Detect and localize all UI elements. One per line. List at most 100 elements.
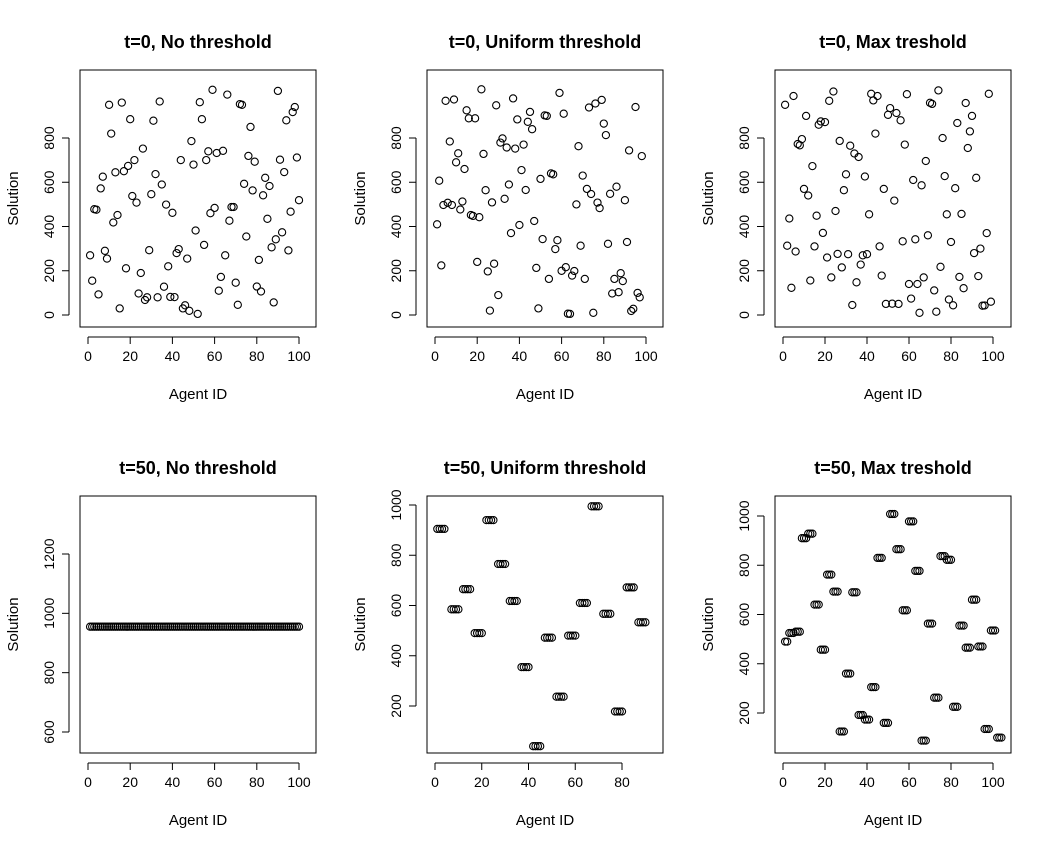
data-point: [858, 710, 867, 720]
data-point: [856, 260, 865, 269]
data-point: [785, 214, 794, 223]
data-point: [472, 628, 482, 638]
data-point: [810, 600, 819, 609]
y-tick-label: 800: [388, 543, 404, 567]
data-point: [633, 288, 642, 298]
data-point: [544, 274, 554, 284]
x-tick-label: 80: [943, 774, 959, 790]
data-point: [816, 117, 825, 126]
data-point: [248, 622, 257, 631]
data-point: [904, 279, 914, 289]
data-point: [280, 622, 289, 631]
data-point: [258, 622, 268, 631]
x-tick-label: 100: [981, 774, 1005, 790]
data-point: [126, 115, 135, 124]
data-point: [502, 143, 511, 152]
data-point: [557, 692, 566, 701]
data-point: [487, 198, 497, 207]
data-point: [244, 151, 253, 161]
data-point: [827, 570, 836, 579]
data-point: [208, 622, 217, 631]
data-point: [461, 585, 470, 594]
data-point: [170, 292, 179, 302]
data-point: [142, 622, 152, 631]
y-tick-label: 400: [388, 215, 404, 239]
data-point: [451, 605, 461, 614]
data-point: [898, 237, 907, 246]
data-point: [246, 622, 255, 631]
data-point: [531, 742, 540, 751]
data-point: [894, 299, 903, 309]
data-point: [787, 628, 796, 638]
data-point: [542, 111, 551, 121]
y-axis-label: Solution: [5, 597, 22, 651]
data-point: [629, 304, 638, 313]
data-point: [119, 167, 129, 176]
data-point: [951, 702, 960, 711]
data-point: [804, 529, 813, 538]
y-tick-label: 0: [41, 311, 57, 319]
y-tick-label: 1000: [41, 598, 57, 629]
data-point: [132, 198, 141, 207]
data-point: [957, 209, 966, 219]
data-point: [972, 595, 981, 604]
data-point: [193, 309, 202, 319]
data-point: [595, 203, 604, 213]
data-point: [176, 622, 185, 631]
data-point: [612, 182, 621, 191]
data-point: [806, 276, 815, 285]
panel-title: t=0, Uniform threshold: [449, 32, 642, 52]
data-point: [898, 606, 907, 615]
x-tick-label: 80: [249, 348, 265, 364]
data-point: [797, 534, 807, 543]
data-point: [445, 137, 454, 146]
data-point: [145, 246, 154, 255]
data-point: [627, 306, 636, 316]
data-point: [883, 110, 893, 119]
x-tick-label: 80: [943, 348, 959, 364]
panel-title: t=50, Max treshold: [814, 458, 972, 478]
panel-3: t=0, Max treshold 0 20 40 60 80 100 0 200 400 600 8…: [700, 32, 1012, 403]
x-tick-label: 20: [474, 774, 490, 790]
data-point: [206, 209, 215, 218]
data-point: [166, 292, 175, 302]
data-point: [921, 156, 930, 166]
data-point: [944, 295, 954, 304]
data-point: [636, 618, 645, 627]
data-point: [432, 220, 442, 229]
data-point: [254, 622, 264, 631]
data-point: [292, 153, 302, 162]
data-point: [151, 169, 160, 179]
data-point: [917, 181, 926, 190]
data-point: [218, 622, 228, 631]
x-tick-label: 80: [249, 774, 265, 790]
y-tick-label: 600: [736, 170, 752, 194]
plot-frame: [774, 69, 1012, 328]
data-point: [578, 598, 587, 608]
data-point: [435, 176, 444, 185]
data-point: [460, 164, 469, 174]
data-point: [267, 243, 276, 252]
data-point: [443, 198, 452, 207]
data-point: [921, 736, 930, 745]
data-point: [189, 160, 198, 169]
x-tick-label: 0: [431, 348, 439, 364]
data-point: [506, 228, 516, 238]
data-point: [877, 553, 886, 563]
data-point: [986, 626, 996, 635]
y-tick-label: 0: [736, 311, 752, 319]
data-point: [988, 626, 998, 635]
data-point: [164, 622, 173, 631]
panel-title: t=50, No threshold: [119, 458, 277, 478]
data-point: [454, 605, 463, 614]
data-point: [479, 149, 488, 159]
data-point: [856, 710, 865, 720]
data-point: [510, 596, 519, 606]
data-point: [896, 545, 905, 554]
data-point: [618, 276, 627, 286]
data-point: [437, 524, 447, 534]
x-tick-label: 0: [431, 774, 439, 790]
data-point: [258, 191, 268, 200]
data-point: [527, 125, 537, 134]
data-point: [273, 622, 283, 631]
